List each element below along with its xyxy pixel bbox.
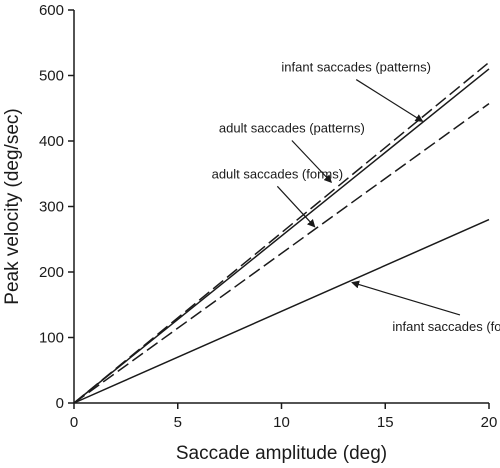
x-tick-label: 20 (481, 414, 498, 431)
series-line-3 (73, 103, 490, 404)
y-axis-title: Peak velocity (deg/sec) (2, 108, 23, 304)
series-line-4 (73, 218, 490, 404)
series-lines (73, 61, 490, 404)
series-line-2 (73, 61, 490, 404)
x-axis-title: Saccade amplitude (deg) (176, 443, 387, 464)
annotations: infant saccades (patterns) adult saccades… (212, 60, 500, 334)
annotation-arrow (355, 79, 424, 122)
x-tick-label: 5 (174, 414, 182, 431)
x-tick-label: 10 (273, 414, 290, 431)
y-tick-label: 600 (39, 2, 64, 19)
x-tick-label: 15 (377, 414, 394, 431)
annotation-label: infant saccades (forms) (392, 319, 500, 334)
annotation-arrow (291, 140, 332, 183)
y-tick-label: 0 (56, 395, 64, 412)
y-tick-label: 100 (39, 330, 64, 347)
y-tick-label: 400 (39, 133, 64, 150)
series-line-1 (73, 68, 490, 404)
annotation-label: adult saccades (forms) (212, 166, 344, 181)
annotation-label: adult saccades (patterns) (219, 120, 365, 135)
y-tick-label: 200 (39, 264, 64, 281)
annotation-arrow (276, 185, 316, 228)
x-tick-label: 0 (70, 414, 78, 431)
annotation-label: infant saccades (patterns) (281, 60, 431, 75)
y-tick-label: 300 (39, 199, 64, 216)
y-tick-label: 500 (39, 68, 64, 85)
annotation-arrow (351, 280, 461, 316)
